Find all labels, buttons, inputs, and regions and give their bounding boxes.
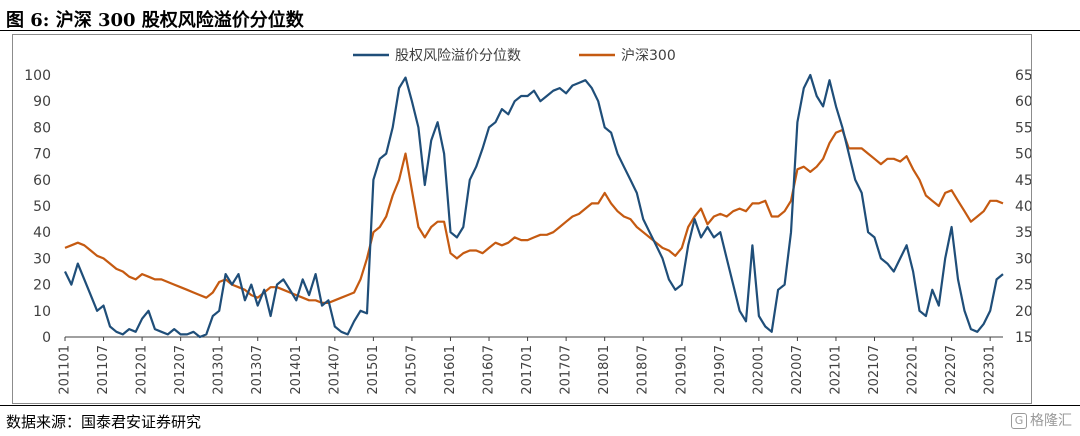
line-chart: 0 10 20 30 40 50 60 70 80 90 100 1500 2000 2500 3000 35… xyxy=(24,48,1050,395)
y-left-tick-label: 100 xyxy=(24,68,51,84)
x-tick-label: 201201 xyxy=(135,345,150,395)
x-tick-label: 201207 xyxy=(173,345,188,395)
x-tick-label: 202001 xyxy=(751,345,766,395)
y-left-tick-label: 20 xyxy=(33,278,51,294)
watermark-text: 格隆汇 xyxy=(1030,413,1072,429)
title-rule xyxy=(0,30,1080,31)
y-left-tick-label: 30 xyxy=(33,251,51,267)
y-left-tick-label: 60 xyxy=(33,173,51,189)
x-tick-label: 202007 xyxy=(790,345,805,395)
series-line-0 xyxy=(64,73,1004,339)
legend-label-1: 沪深300 xyxy=(621,48,676,64)
x-tick-label: 201107 xyxy=(96,345,111,395)
x-tick-label: 201601 xyxy=(443,345,458,395)
x-tick-label: 201707 xyxy=(559,345,574,395)
y-right-tick-label: 2000 xyxy=(1015,304,1031,320)
chart-legend: 股权风险溢价分位数 沪深300 xyxy=(353,48,676,64)
y-left-tick-label: 70 xyxy=(33,147,51,163)
y-left-tick-label: 40 xyxy=(33,225,51,241)
x-tick-label: 201807 xyxy=(636,345,651,395)
series-line-1 xyxy=(64,128,1004,304)
y-right-tick-label: 4500 xyxy=(1015,173,1031,189)
figure-title: 图 6: 沪深 300 股权风险溢价分位数 xyxy=(6,10,304,31)
y-left-tick-label: 80 xyxy=(33,120,51,136)
x-tick-label: 201401 xyxy=(289,345,304,395)
x-tick-label: 202101 xyxy=(828,345,843,395)
x-tick-label: 202301 xyxy=(983,345,998,395)
source-rule xyxy=(0,405,1080,406)
y-right-tick-label: 1500 xyxy=(1015,330,1031,346)
y-right-tick-label: 3500 xyxy=(1015,225,1031,241)
watermark: G 格隆汇 xyxy=(1011,410,1072,430)
x-tick-label: 201907 xyxy=(713,345,728,395)
chart-frame: 0 10 20 30 40 50 60 70 80 90 100 1500 2000 2500 3000 35… xyxy=(12,34,1051,404)
y-right-tick-label: 3000 xyxy=(1015,251,1031,267)
x-tick-label: 201307 xyxy=(250,345,265,395)
y-right-tick-label: 2500 xyxy=(1015,278,1031,294)
source-note: 数据来源：国泰君安证券研究 xyxy=(6,413,202,431)
x-tick-label: 202107 xyxy=(867,345,882,395)
x-tick-label: 202201 xyxy=(906,345,921,395)
x-tick-label: 202207 xyxy=(944,345,959,395)
x-tick-label: 201507 xyxy=(404,345,419,395)
y-right-tick-label: 5500 xyxy=(1015,120,1031,136)
y-right-tick-label: 6000 xyxy=(1015,94,1031,110)
chart-plot xyxy=(64,73,1004,339)
x-tick-label: 201901 xyxy=(674,345,689,395)
x-tick-label: 201101 xyxy=(58,345,73,395)
y-right-tick-label: 4000 xyxy=(1015,199,1031,215)
x-tick-label: 201407 xyxy=(327,345,342,395)
legend-label-0: 股权风险溢价分位数 xyxy=(395,48,521,64)
y-left-tick-label: 10 xyxy=(33,304,51,320)
x-tick-label: 201501 xyxy=(366,345,381,395)
x-tick-label: 201607 xyxy=(482,345,497,395)
y-right-tick-label: 6500 xyxy=(1015,68,1031,84)
y-left-tick-label: 0 xyxy=(42,330,51,346)
y-right-tick-label: 5000 xyxy=(1015,147,1031,163)
watermark-logo-icon: G xyxy=(1011,413,1027,429)
x-tick-label: 201701 xyxy=(520,345,535,395)
y-left-tick-label: 50 xyxy=(33,199,51,215)
chart-axes: 0 10 20 30 40 50 60 70 80 90 100 1500 2000 2500 3000 35… xyxy=(24,68,1050,395)
y-left-tick-label: 90 xyxy=(33,94,51,110)
x-tick-label: 201301 xyxy=(212,345,227,395)
x-tick-label: 201801 xyxy=(597,345,612,395)
